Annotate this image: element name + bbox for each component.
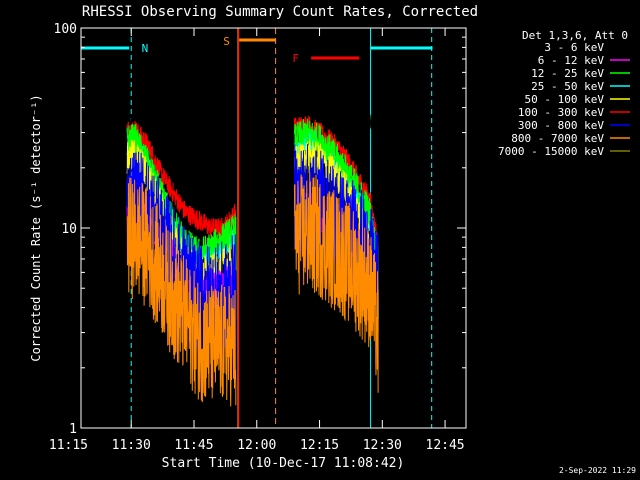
saa-flag-label: S [223, 35, 230, 48]
x-tick-label-6: 12:45 [426, 438, 465, 453]
series-line-7-seg-1 [293, 172, 379, 393]
series-line-7-seg-0 [126, 177, 237, 407]
series-layer [126, 112, 379, 407]
legend-header: Det 1,3,6, Att 0 [522, 29, 628, 42]
legend-entry-label-8: 7000 - 15000 keV [498, 145, 604, 158]
series-line-0-seg-0 [126, 112, 237, 193]
x-tick-label-0: 11:15 [49, 438, 88, 453]
y-tick-label-2: 100 [54, 22, 77, 37]
legend-entry-label-3: 25 - 50 keV [531, 80, 604, 93]
series-line-3-seg-1 [293, 118, 379, 320]
legend-entry-label-1: 6 - 12 keV [538, 54, 605, 67]
legend-entry-label-2: 12 - 25 keV [531, 67, 604, 80]
flare-flag-label: F [292, 52, 299, 65]
legend-entry-label-0: 3 - 6 keV [544, 41, 604, 54]
axis-ticks: 11:15 11:30 11:45 12:00 12:15 12:30 12:45 1 10 10… [49, 22, 466, 453]
night-flag-label: N [142, 42, 149, 55]
legend-entry-label-7: 800 - 7000 keV [511, 132, 604, 145]
x-tick-label-2: 11:45 [174, 438, 213, 453]
x-tick-label-4: 12:15 [300, 438, 339, 453]
x-tick-label-5: 12:30 [363, 438, 402, 453]
legend-entry-label-4: 50 - 100 keV [525, 93, 605, 106]
x-tick-label-1: 11:30 [112, 438, 151, 453]
legend-entry-label-6: 300 - 800 keV [518, 119, 604, 132]
y-tick-label-0: 1 [69, 422, 77, 437]
legend-entry-label-5: 100 - 300 keV [518, 106, 604, 119]
x-axis-label: Start Time (10-Dec-17 11:08:42) [162, 456, 405, 471]
y-tick-label-1: 10 [61, 222, 77, 237]
series-line-1-seg-0 [126, 121, 237, 273]
x-tick-label-3: 12:00 [237, 438, 276, 453]
footer-date: 2-Sep-2022 11:29 [559, 466, 636, 475]
chart-title: RHESSI Observing Summary Count Rates, Co… [82, 4, 478, 20]
y-axis-label: Corrected Count Rate (s⁻¹ detector⁻¹) [29, 94, 43, 361]
